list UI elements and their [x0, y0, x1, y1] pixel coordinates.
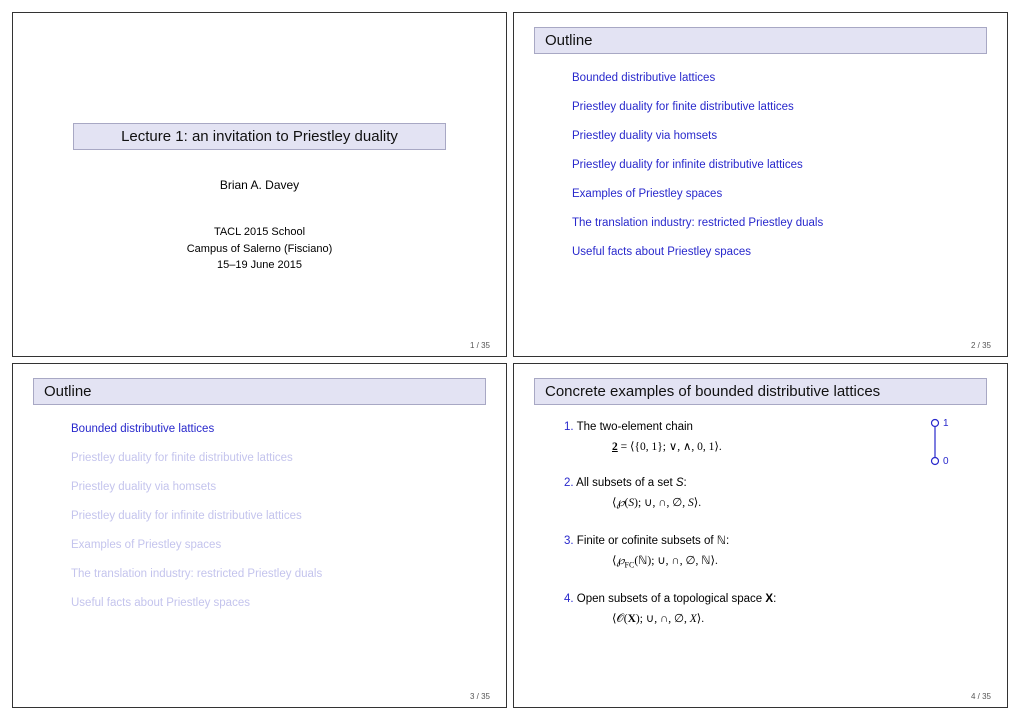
- two-element-chain-diagram: 1 0: [927, 417, 957, 472]
- outline-item-dim: Priestley duality via homsets: [71, 481, 486, 493]
- outline-item-dim: Useful facts about Priestley spaces: [71, 597, 486, 609]
- slide-2: Outline Bounded distributive lattices Pr…: [513, 12, 1008, 357]
- outline-item-active: Bounded distributive lattices: [71, 423, 486, 435]
- venue-line3: 15–19 June 2015: [33, 257, 486, 274]
- example-number: 2.: [564, 477, 574, 489]
- example-label: Open subsets of a topological space X:: [577, 593, 776, 605]
- slide3-outline: Bounded distributive lattices Priestley …: [33, 417, 486, 609]
- example-formula: ⟨℘(S); ∪, ∩, ∅, S⟩.: [612, 495, 987, 509]
- slide1-venue: TACL 2015 School Campus of Salerno (Fisc…: [33, 224, 486, 274]
- outline-item-dim: Examples of Priestley spaces: [71, 539, 486, 551]
- slide1-title: Lecture 1: an invitation to Priestley du…: [73, 123, 446, 150]
- example-formula: ⟨𝒪(X); ∪, ∩, ∅, X⟩.: [612, 611, 987, 626]
- slide4-examples: 1 0 1. The two-element chain 2 = ⟨{0, 1}…: [534, 417, 987, 626]
- example-3: 3. Finite or cofinite subsets of ℕ: ⟨℘FC…: [564, 533, 987, 569]
- example-number: 1.: [564, 421, 574, 433]
- outline-item-dim: Priestley duality for finite distributiv…: [71, 452, 486, 464]
- outline-item: The translation industry: restricted Pri…: [572, 217, 987, 229]
- outline-item: Priestley duality for infinite distribut…: [572, 159, 987, 171]
- slide2-pagenum: 2 / 35: [971, 341, 991, 350]
- example-label: All subsets of a set S:: [576, 477, 687, 489]
- outline-item: Useful facts about Priestley spaces: [572, 246, 987, 258]
- slide1-author: Brian A. Davey: [33, 178, 486, 192]
- example-2: 2. All subsets of a set S: ⟨℘(S); ∪, ∩, …: [564, 477, 987, 509]
- outline-item-dim: Priestley duality for infinite distribut…: [71, 510, 486, 522]
- slide2-title: Outline: [534, 27, 987, 54]
- outline-item: Bounded distributive lattices: [572, 72, 987, 84]
- slide2-outline: Bounded distributive lattices Priestley …: [534, 66, 987, 258]
- chain-bot-label: 0: [943, 456, 949, 467]
- slide-3: Outline Bounded distributive lattices Pr…: [12, 363, 507, 708]
- chain-top-label: 1: [943, 418, 949, 429]
- slide4-pagenum: 4 / 35: [971, 692, 991, 701]
- example-number: 3.: [564, 535, 574, 547]
- outline-item: Priestley duality for finite distributiv…: [572, 101, 987, 113]
- slide1-pagenum: 1 / 35: [470, 341, 490, 350]
- slide3-title: Outline: [33, 378, 486, 405]
- example-label: Finite or cofinite subsets of ℕ:: [577, 535, 729, 547]
- outline-item-dim: The translation industry: restricted Pri…: [71, 568, 486, 580]
- venue-line2: Campus of Salerno (Fisciano): [33, 241, 486, 258]
- example-4: 4. Open subsets of a topological space X…: [564, 593, 987, 626]
- slide-1: Lecture 1: an invitation to Priestley du…: [12, 12, 507, 357]
- venue-line1: TACL 2015 School: [33, 224, 486, 241]
- slide4-title: Concrete examples of bounded distributiv…: [534, 378, 987, 405]
- slide-4: Concrete examples of bounded distributiv…: [513, 363, 1008, 708]
- example-number: 4.: [564, 593, 574, 605]
- example-formula: ⟨℘FC(ℕ); ∪, ∩, ∅, ℕ⟩.: [612, 553, 987, 569]
- slide3-pagenum: 3 / 35: [470, 692, 490, 701]
- outline-item: Examples of Priestley spaces: [572, 188, 987, 200]
- example-1: 1. The two-element chain 2 = ⟨{0, 1}; ∨,…: [564, 421, 987, 453]
- outline-item: Priestley duality via homsets: [572, 130, 987, 142]
- example-label: The two-element chain: [577, 421, 693, 433]
